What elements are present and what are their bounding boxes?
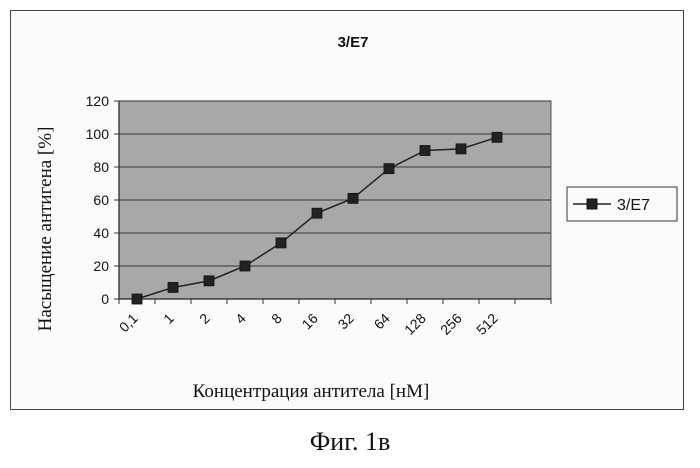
data-point: [456, 144, 466, 154]
data-point: [204, 276, 214, 286]
x-tick-label: 16: [299, 310, 321, 332]
y-tick-label: 20: [93, 258, 109, 274]
y-tick-label: 40: [93, 225, 109, 241]
chart-title: 3/E7: [338, 34, 369, 51]
y-tick-label: 60: [93, 192, 109, 208]
data-point: [312, 208, 322, 218]
x-tick-label: 128: [401, 310, 429, 338]
x-axis-label: Концентрация антитела [нМ]: [193, 381, 430, 402]
x-tick-label: 32: [335, 310, 357, 332]
data-point: [420, 146, 430, 156]
x-tick-label: 1: [160, 310, 177, 327]
legend-label: 3/E7: [617, 197, 650, 214]
x-tick-label: 0,1: [116, 310, 141, 335]
x-tick-label: 8: [268, 310, 285, 327]
x-tick-label: 4: [232, 310, 249, 327]
chart: 0 20 40 60 80 100 120 0,1 1 2 4 8 16 32 64 128 256 512 3…: [11, 11, 685, 411]
figure-frame: 0 20 40 60 80 100 120 0,1 1 2 4 8 16 32 64 128 256 512 3…: [10, 10, 684, 410]
figure-caption: Фиг. 1в: [0, 427, 700, 457]
x-tick-label: 512: [473, 310, 501, 338]
x-axis-ticks: 0,1 1 2 4 8 16 32 64 128 256 512: [116, 299, 551, 338]
y-tick-label: 120: [86, 93, 110, 109]
data-point: [492, 132, 502, 142]
data-point: [276, 238, 286, 248]
data-point: [240, 261, 250, 271]
data-point: [384, 164, 394, 174]
data-point: [348, 193, 358, 203]
legend-marker: [587, 199, 597, 209]
x-tick-label: 256: [437, 310, 465, 338]
data-point: [168, 282, 178, 292]
legend: 3/E7: [567, 187, 677, 221]
y-tick-label: 0: [101, 291, 109, 307]
x-tick-label: 64: [371, 310, 393, 332]
y-axis-label: Насыщение антигена [%]: [35, 127, 56, 332]
x-tick-label: 2: [196, 310, 213, 327]
data-point: [132, 294, 142, 304]
y-tick-label: 80: [93, 159, 109, 175]
y-tick-label: 100: [86, 126, 110, 142]
